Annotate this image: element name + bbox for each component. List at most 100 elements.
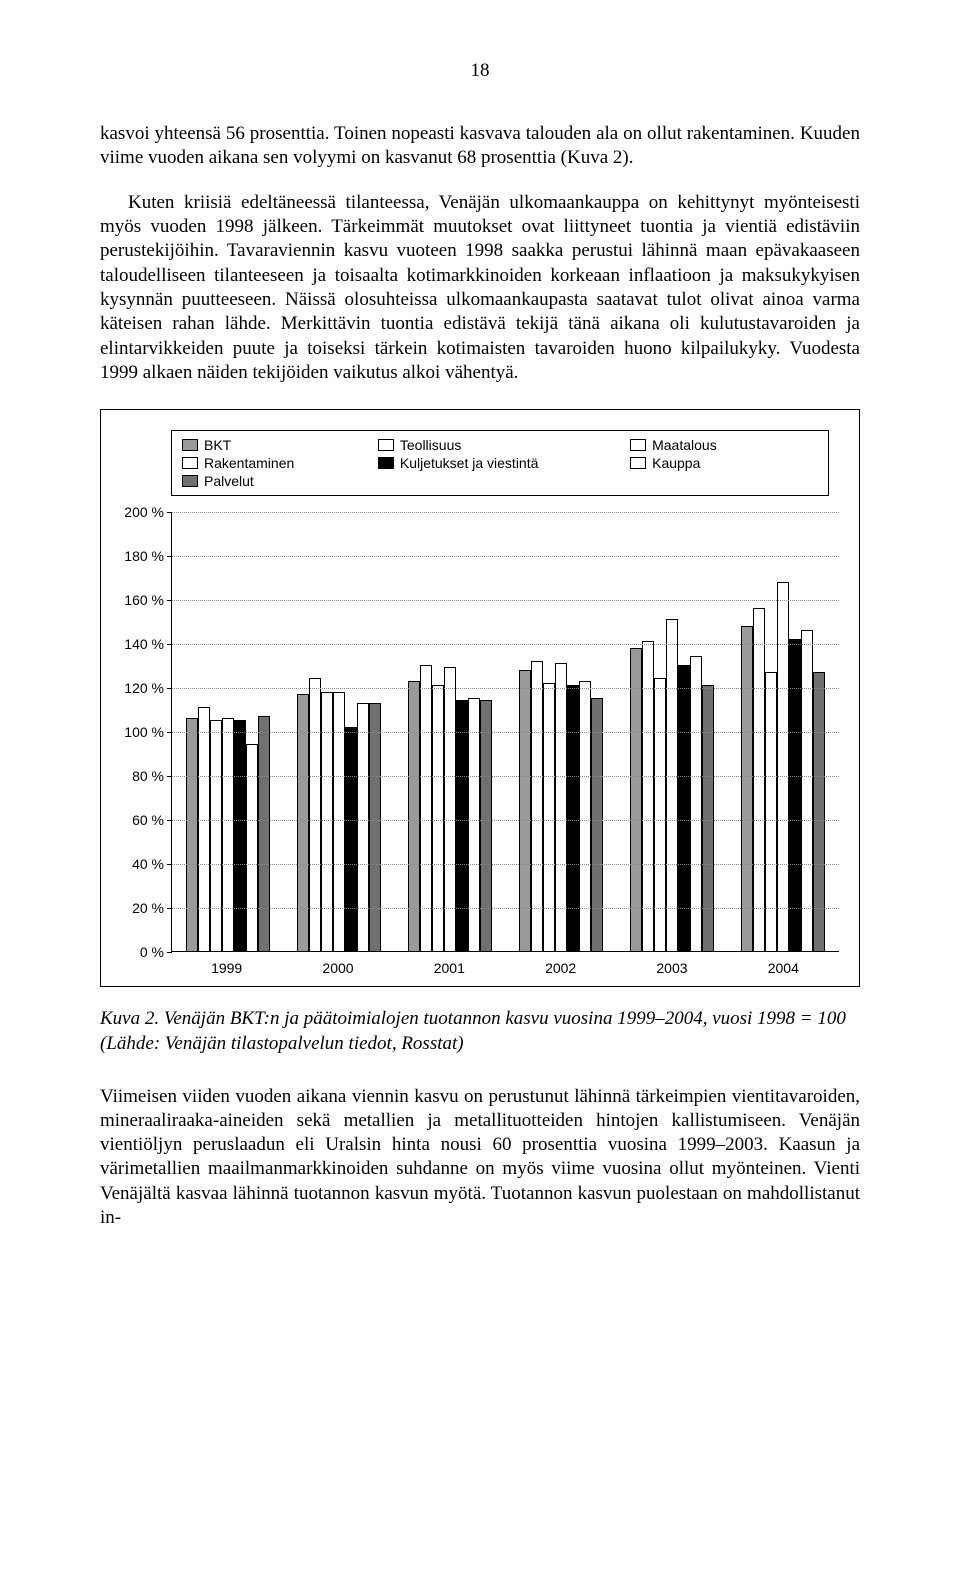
chart-bar	[345, 727, 357, 951]
chart-bar	[198, 707, 210, 951]
legend-label: Palvelut	[204, 473, 254, 489]
chart-bar	[369, 703, 381, 952]
chart-y-tick	[167, 688, 172, 689]
chart-gridline	[172, 644, 839, 645]
legend-item: Rakentaminen	[182, 455, 370, 471]
chart-bar	[789, 639, 801, 951]
legend-item: BKT	[182, 437, 370, 453]
chart-bar	[654, 678, 666, 951]
chart-bar	[408, 681, 420, 952]
chart-bar	[186, 718, 198, 951]
chart-bar	[666, 619, 678, 951]
chart-bar	[702, 685, 714, 951]
chart-gridline	[172, 732, 839, 733]
chart-gridline	[172, 776, 839, 777]
chart-y-tick	[167, 776, 172, 777]
chart-x-label: 2004	[768, 960, 799, 976]
chart-figure: BKT Teollisuus Maatalous Rakentaminen Kuljet…	[100, 409, 860, 987]
legend-swatch	[630, 439, 646, 451]
chart-y-tick	[167, 820, 172, 821]
chart-bar	[258, 716, 270, 951]
chart-bar	[543, 683, 555, 951]
chart-y-tick	[167, 952, 172, 953]
chart-y-tick	[167, 908, 172, 909]
legend-swatch	[182, 439, 198, 451]
chart-bar	[456, 700, 468, 951]
legend-label: Rakentaminen	[204, 455, 294, 471]
chart-gridline	[172, 688, 839, 689]
chart-plot-area: 0 %20 %40 %60 %80 %100 %120 %140 %160 %1…	[171, 512, 839, 952]
chart-bar	[801, 630, 813, 951]
chart-bar-group	[741, 582, 825, 952]
chart-y-tick	[167, 864, 172, 865]
chart-bar	[321, 692, 333, 952]
chart-gridline	[172, 864, 839, 865]
legend-swatch	[182, 475, 198, 487]
chart-y-tick	[167, 600, 172, 601]
chart-bar	[333, 692, 345, 952]
chart-bar	[777, 582, 789, 952]
chart-bar	[222, 718, 234, 951]
body-paragraph-1: kasvoi yhteensä 56 prosenttia. Toinen no…	[100, 122, 860, 171]
chart-y-label: 20 %	[114, 900, 164, 916]
chart-x-label: 2003	[656, 960, 687, 976]
chart-y-label: 60 %	[114, 812, 164, 828]
legend-item: Maatalous	[630, 437, 818, 453]
chart-bar	[432, 685, 444, 951]
chart-gridline	[172, 512, 839, 513]
chart-bar	[690, 656, 702, 951]
chart-gridline	[172, 820, 839, 821]
legend-label: BKT	[204, 437, 231, 453]
legend-label: Kauppa	[652, 455, 700, 471]
legend-item: Kauppa	[630, 455, 818, 471]
chart-bar	[567, 685, 579, 951]
chart-y-label: 180 %	[114, 548, 164, 564]
chart-bar-group	[630, 619, 714, 951]
chart-y-label: 140 %	[114, 636, 164, 652]
chart-bar	[480, 700, 492, 951]
legend-swatch	[182, 457, 198, 469]
chart-bar	[813, 672, 825, 951]
chart-bar	[630, 648, 642, 952]
chart-y-tick	[167, 644, 172, 645]
chart-bar	[765, 672, 777, 951]
legend-swatch	[378, 439, 394, 451]
chart-bar	[468, 698, 480, 951]
legend-label: Maatalous	[652, 437, 717, 453]
chart-bar	[579, 681, 591, 952]
chart-bar	[210, 720, 222, 951]
legend-label: Teollisuus	[400, 437, 461, 453]
chart-bar	[234, 720, 246, 951]
chart-y-tick	[167, 512, 172, 513]
legend-item: Palvelut	[182, 473, 370, 489]
chart-gridline	[172, 556, 839, 557]
legend-swatch	[378, 457, 394, 469]
chart-y-label: 0 %	[114, 944, 164, 960]
chart-x-label: 1999	[211, 960, 242, 976]
chart-x-axis: 1999 2000 2001 2002 2003 2004	[171, 960, 839, 976]
chart-y-label: 160 %	[114, 592, 164, 608]
body-paragraph-2: Kuten kriisiä edeltäneessä tilanteessa, …	[100, 191, 860, 386]
chart-y-label: 200 %	[114, 504, 164, 520]
body-paragraph-3: Viimeisen viiden vuoden aikana viennin k…	[100, 1085, 860, 1231]
chart-bar-group	[186, 707, 270, 951]
chart-x-label: 2001	[434, 960, 465, 976]
chart-bar	[309, 678, 321, 951]
legend-item: Teollisuus	[378, 437, 622, 453]
figure-caption: Kuva 2. Venäjän BKT:n ja päätoimialojen …	[100, 1007, 860, 1056]
chart-y-label: 80 %	[114, 768, 164, 784]
chart-x-label: 2002	[545, 960, 576, 976]
legend-swatch	[630, 457, 646, 469]
chart-y-label: 40 %	[114, 856, 164, 872]
legend-label: Kuljetukset ja viestintä	[400, 455, 539, 471]
chart-gridline	[172, 908, 839, 909]
chart-y-label: 100 %	[114, 724, 164, 740]
legend-item: Kuljetukset ja viestintä	[378, 455, 622, 471]
chart-bar	[741, 626, 753, 952]
page-number: 18	[100, 60, 860, 82]
chart-bar	[753, 608, 765, 951]
chart-y-label: 120 %	[114, 680, 164, 696]
chart-bar	[591, 698, 603, 951]
chart-gridline	[172, 600, 839, 601]
chart-x-label: 2000	[322, 960, 353, 976]
